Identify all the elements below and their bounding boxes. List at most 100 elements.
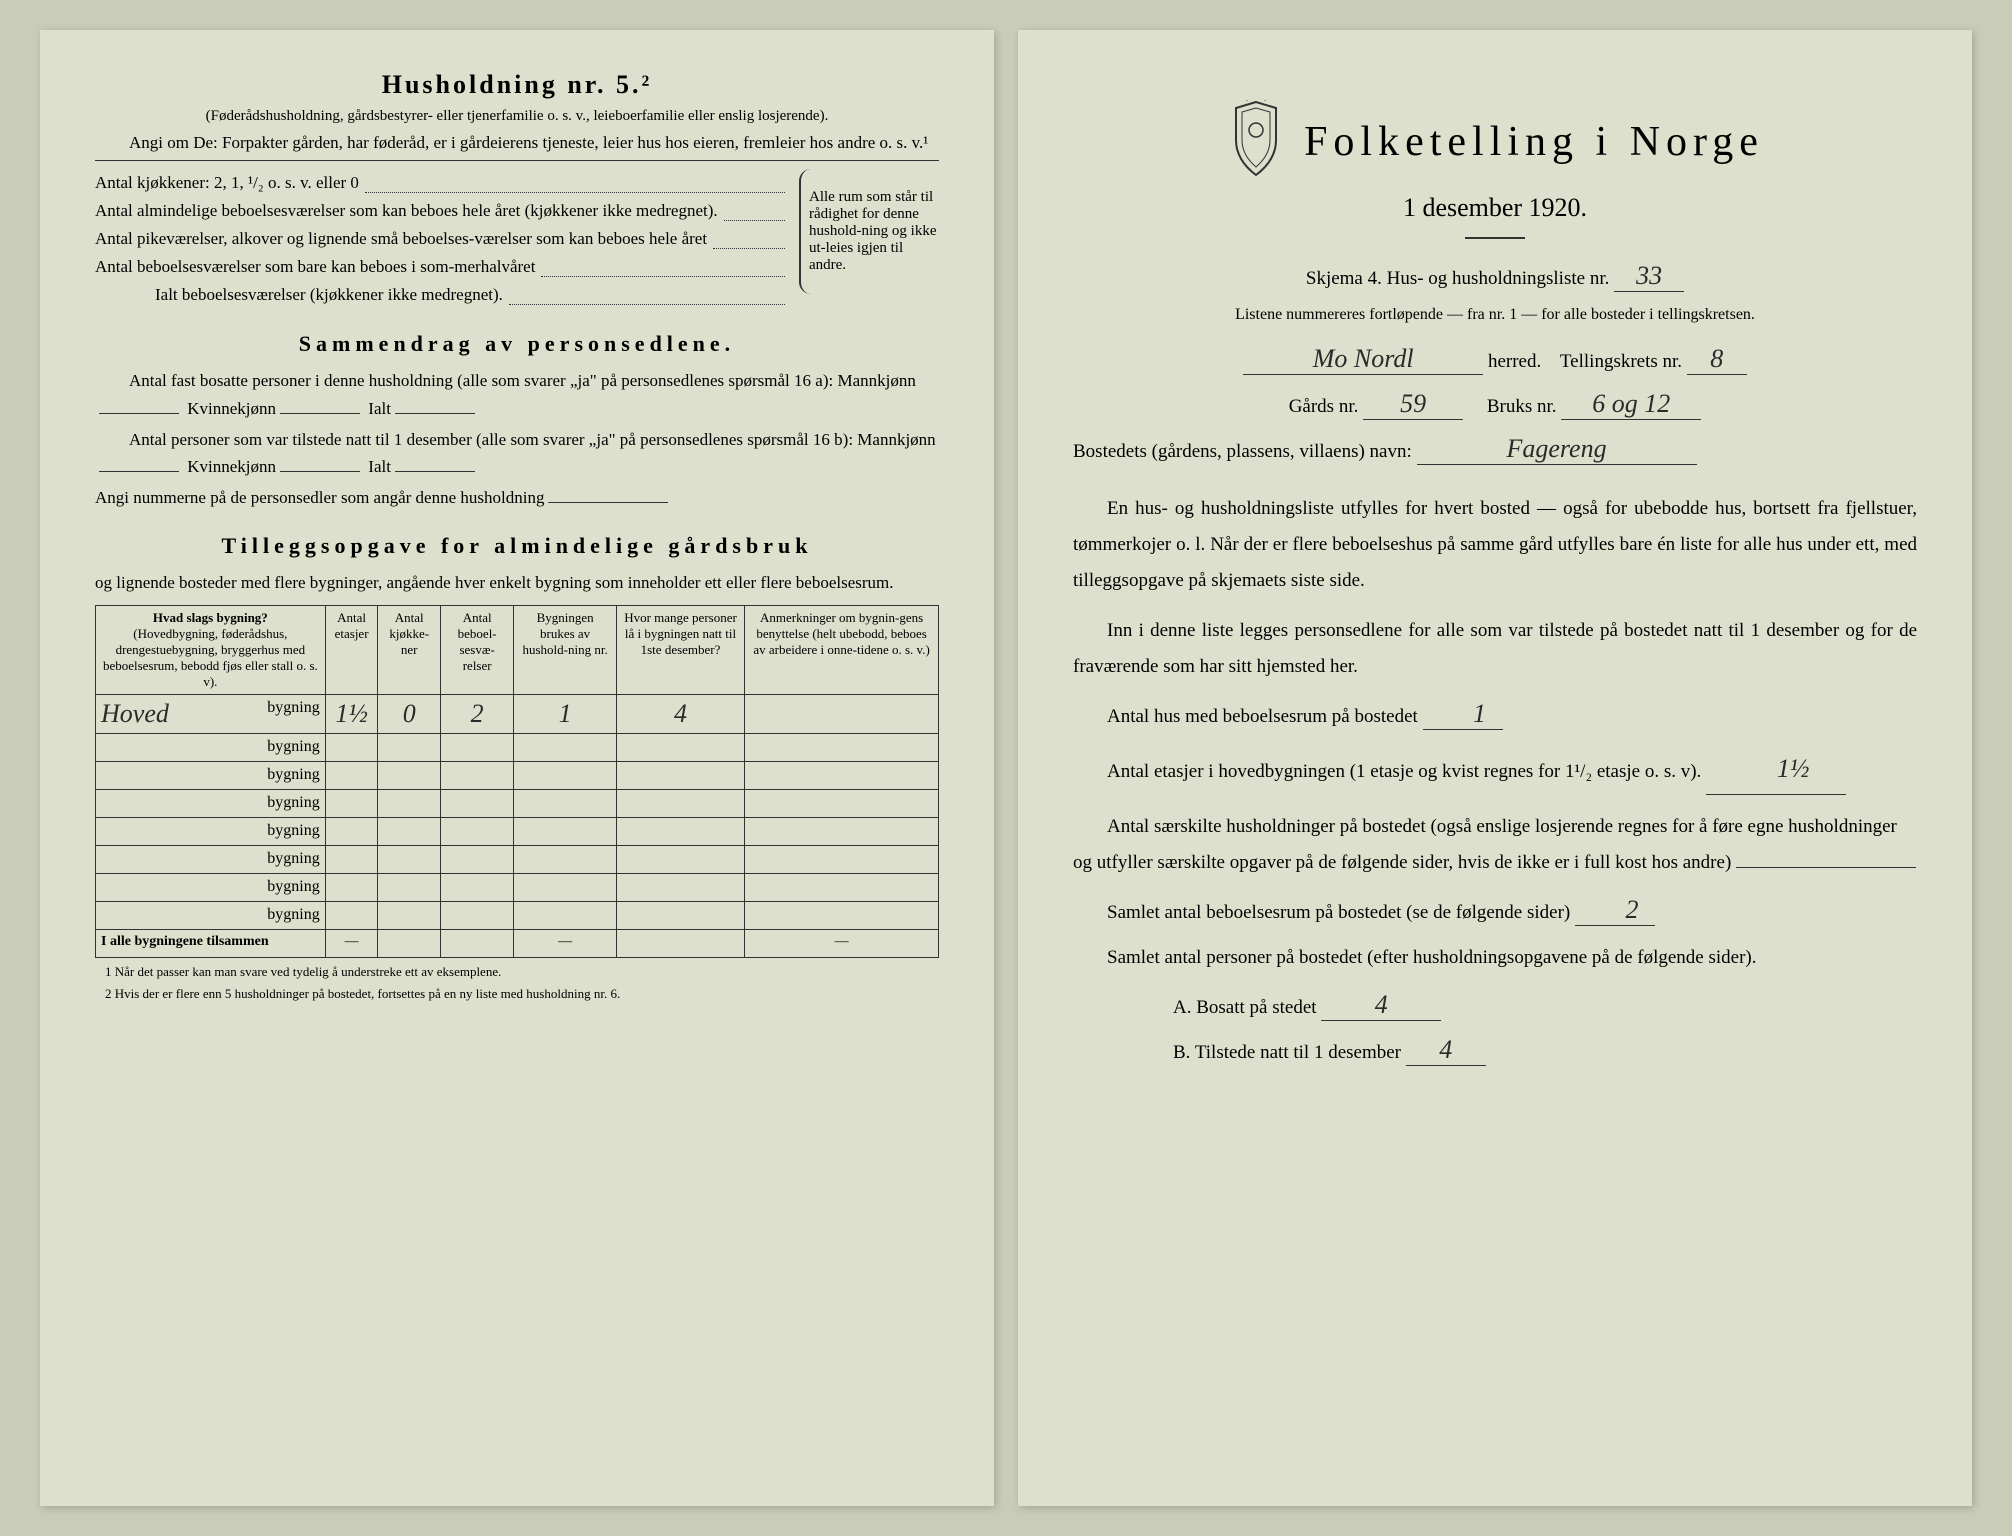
s2-line: Antal personer som var tilstede natt til… xyxy=(95,426,939,480)
left-page: Husholdning nr. 5.² (Føderådshusholdning… xyxy=(40,30,994,1506)
byg6: bygning xyxy=(96,845,326,873)
lA-label: A. Bosatt på stedet xyxy=(1173,997,1317,1018)
bruks-nr: 6 og 12 xyxy=(1561,389,1701,420)
ialt1: Ialt xyxy=(368,399,391,418)
table-row: bygning xyxy=(96,817,939,845)
th-1: Hvad slags bygning?(Hovedbygning, føderå… xyxy=(96,605,326,694)
th1-title: Hvad slags bygning? xyxy=(153,610,268,625)
rooms3: Antal beboelsesværelser som bare kan beb… xyxy=(95,253,535,281)
byg4: bygning xyxy=(96,789,326,817)
main-subtitle: 1 desember 1920. xyxy=(1073,193,1917,223)
footnote-1: 1 Når det passer kan man svare ved tydel… xyxy=(95,964,939,980)
s3: Angi nummerne på de personsedler som ang… xyxy=(95,488,544,507)
l3-label: Antal særskilte husholdninger på bostede… xyxy=(1073,816,1897,873)
th-4: Antal beboel-sesvæ-relser xyxy=(440,605,513,694)
gards-line: Gårds nr. 59 Bruks nr. 6 og 12 xyxy=(1073,389,1917,420)
kitchens: Antal kjøkkener: 2, 1, ¹/₂ o. s. v. elle… xyxy=(95,169,359,197)
title-row: Folketelling i Norge xyxy=(1073,100,1917,183)
skjema-line: Skjema 4. Hus- og husholdningsliste nr. … xyxy=(1073,261,1917,292)
s2: Antal personer som var tilstede natt til… xyxy=(129,430,936,449)
byg1: bygning xyxy=(267,699,319,716)
byg7: bygning xyxy=(96,873,326,901)
table-row: Hovedbygning 1½ 0 2 1 4 xyxy=(96,694,939,733)
l5: Samlet antal personer på bostedet (efter… xyxy=(1073,940,1917,976)
l4-label: Samlet antal beboelsesrum på bostedet (s… xyxy=(1107,902,1570,923)
table-row: bygning xyxy=(96,761,939,789)
l1-val: 1 xyxy=(1423,699,1503,730)
tillegg-title: Tilleggsopgave for almindelige gårdsbruk xyxy=(95,533,939,559)
l2-label: Antal etasjer i hovedbygningen (1 etasje… xyxy=(1107,761,1701,782)
sammendrag-title: Sammendrag av personsedlene. xyxy=(95,331,939,357)
byg2: bygning xyxy=(96,733,326,761)
tellingskrets: Tellingskrets nr. xyxy=(1560,351,1682,372)
ialt2: Ialt xyxy=(368,457,391,476)
lB-val: 4 xyxy=(1406,1035,1486,1066)
table-row: bygning xyxy=(96,901,939,929)
crest-icon xyxy=(1226,100,1286,183)
s3-line: Angi nummerne på de personsedler som ang… xyxy=(95,484,939,511)
l4: Samlet antal beboelsesrum på bostedet (s… xyxy=(1073,895,1917,926)
main-title: Folketelling i Norge xyxy=(1304,118,1764,166)
r1-kj: 0 xyxy=(378,694,441,733)
rooms2: Antal pikeværelser, alkover og lignende … xyxy=(95,225,707,253)
table-row: bygning xyxy=(96,789,939,817)
s1: Antal fast bosatte personer i denne hush… xyxy=(129,371,916,390)
rooms1: Antal almindelige beboelsesværelser som … xyxy=(95,197,718,225)
byg3: bygning xyxy=(96,761,326,789)
kv2: Kvinnekjønn xyxy=(187,457,276,476)
l5-label: Samlet antal personer på bostedet (efter… xyxy=(1107,947,1756,968)
l2: Antal etasjer i hovedbygningen (1 etasje… xyxy=(1073,744,1917,794)
skjema-nr: 33 xyxy=(1614,261,1684,292)
lB: B. Tilstede natt til 1 desember 4 xyxy=(1073,1035,1917,1066)
total-row: I alle bygningene tilsammen xyxy=(96,929,326,957)
byg8: bygning xyxy=(96,901,326,929)
divider xyxy=(1465,237,1525,239)
l1-label: Antal hus med beboelsesrum på bostedet xyxy=(1107,706,1418,727)
r1-et: 1½ xyxy=(325,694,378,733)
total-rooms: Ialt beboelsesværelser (kjøkkener ikke m… xyxy=(155,281,503,309)
table-total-row: I alle bygningene tilsammen——— xyxy=(96,929,939,957)
herred: herred. xyxy=(1488,351,1541,372)
lA-val: 4 xyxy=(1321,990,1441,1021)
listene: Listene nummereres fortløpende — fra nr.… xyxy=(1073,306,1917,324)
l4-val: 2 xyxy=(1575,895,1655,926)
gards: Gårds nr. xyxy=(1289,396,1359,417)
bruks: Bruks nr. xyxy=(1487,396,1557,417)
r1-hu: 1 xyxy=(514,694,617,733)
p2: Inn i denne liste legges personsedlene f… xyxy=(1073,613,1917,685)
bosted-line: Bostedets (gårdens, plassens, villaens) … xyxy=(1073,434,1917,465)
gards-nr: 59 xyxy=(1363,389,1463,420)
table-row: bygning xyxy=(96,733,939,761)
lB-label: B. Tilstede natt til 1 desember xyxy=(1173,1042,1401,1063)
krets-nr: 8 xyxy=(1687,344,1747,375)
th-5: Bygningen brukes av hushold-ning nr. xyxy=(514,605,617,694)
th-3: Antal kjøkke-ner xyxy=(378,605,441,694)
building-table: Hvad slags bygning?(Hovedbygning, føderå… xyxy=(95,605,939,958)
herred-line: Mo Nordl herred. Tellingskrets nr. 8 xyxy=(1073,344,1917,375)
bosted-label: Bostedets (gårdens, plassens, villaens) … xyxy=(1073,441,1412,462)
table-row: bygning xyxy=(96,873,939,901)
husholdning-subtitle: (Føderådshusholdning, gårdsbestyrer- ell… xyxy=(95,108,939,125)
herred-val: Mo Nordl xyxy=(1243,344,1483,375)
byg5: bygning xyxy=(96,817,326,845)
h5-text: Angi om De: Forpakter gården, har føderå… xyxy=(129,133,928,152)
th-2: Antal etasjer xyxy=(325,605,378,694)
r1-rm: 2 xyxy=(440,694,513,733)
brace-text: Alle rum som står til rådighet for denne… xyxy=(799,169,939,294)
rooms-section: Antal kjøkkener: 2, 1, ¹/₂ o. s. v. elle… xyxy=(95,169,939,309)
r1-name: Hoved xyxy=(101,699,169,729)
p1: En hus- og husholdningsliste utfylles fo… xyxy=(1073,491,1917,599)
table-row: bygning xyxy=(96,845,939,873)
l1: Antal hus med beboelsesrum på bostedet 1 xyxy=(1073,699,1917,730)
s1-line: Antal fast bosatte personer i denne hush… xyxy=(95,367,939,421)
skjema: Skjema 4. Hus- og husholdningsliste nr. xyxy=(1306,268,1609,289)
l2-val: 1½ xyxy=(1706,744,1846,794)
tillegg-sub: og lignende bosteder med flere bygninger… xyxy=(95,569,939,596)
th-7: Anmerkninger om bygnin-gens benyttelse (… xyxy=(745,605,939,694)
th-6: Hvor mange personer lå i bygningen natt … xyxy=(616,605,744,694)
lA: A. Bosatt på stedet 4 xyxy=(1073,990,1917,1021)
husholdning-title: Husholdning nr. 5.² xyxy=(95,70,939,100)
th1-sub: (Hovedbygning, føderådshus, drengestueby… xyxy=(103,626,318,689)
husholdning-para: Angi om De: Forpakter gården, har føderå… xyxy=(95,129,939,156)
l3: Antal særskilte husholdninger på bostede… xyxy=(1073,809,1917,881)
